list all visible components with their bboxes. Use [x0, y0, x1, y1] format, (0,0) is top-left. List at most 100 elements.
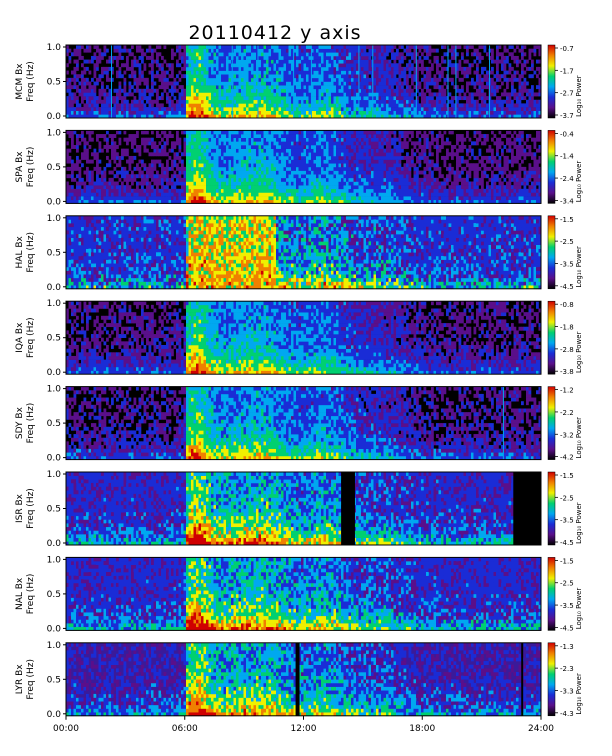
- spectrogram-cell: [86, 67, 89, 71]
- spectrogram-cell: [251, 163, 254, 167]
- spectrogram-cell: [281, 178, 284, 182]
- spectrogram-cell: [324, 196, 327, 200]
- spectrogram-cell: [159, 196, 162, 200]
- spectrogram-cell: [491, 71, 494, 75]
- spectrogram-cell: [201, 174, 204, 178]
- spectrogram-cell: [481, 96, 484, 100]
- spectrogram-cell: [259, 149, 262, 153]
- spectrogram-cell: [244, 145, 247, 149]
- spectrogram-cell: [239, 152, 242, 156]
- spectrogram-cell: [181, 192, 184, 196]
- spectrogram-cell: [226, 78, 229, 82]
- spectrogram-cell: [274, 60, 277, 64]
- spectrogram-cell: [211, 156, 214, 160]
- spectrogram-cell: [284, 78, 287, 82]
- spectrogram-cell: [286, 174, 289, 178]
- spectrogram-cell: [369, 107, 372, 111]
- spectrogram-cell: [129, 156, 132, 160]
- spectrogram-cell: [231, 138, 234, 142]
- spectrogram-cell: [286, 96, 289, 100]
- spectrogram-cell: [294, 130, 297, 134]
- spectrogram-cell: [164, 145, 167, 149]
- spectrogram-cell: [516, 78, 519, 82]
- spectrogram-cell: [389, 74, 392, 78]
- spectrogram-cell: [104, 67, 107, 71]
- spectrogram-cell: [266, 67, 269, 71]
- spectrogram-cell: [306, 192, 309, 196]
- spectrogram-cell: [311, 185, 314, 189]
- spectrogram-cell: [241, 145, 244, 149]
- spectrogram-cell: [156, 171, 159, 175]
- spectrogram-cell: [226, 67, 229, 71]
- spectrogram-cell: [76, 52, 79, 56]
- spectrogram-cell: [239, 96, 242, 100]
- spectrogram-cell: [124, 167, 127, 171]
- spectrogram-cell: [91, 78, 94, 82]
- spectrogram-cell: [79, 192, 82, 196]
- spectrogram-cell: [144, 89, 147, 93]
- spectrogram-cell: [76, 185, 79, 189]
- colorbar-tick-label: -2.7: [560, 90, 574, 98]
- spectrogram-cell: [271, 134, 274, 138]
- spectrogram-cell: [116, 60, 119, 64]
- spectrogram-cell: [319, 89, 322, 93]
- spectrogram-cell: [266, 163, 269, 167]
- spectrogram-cell: [206, 67, 209, 71]
- spectrogram-cell: [496, 100, 499, 104]
- spectrogram-cell: [224, 178, 227, 182]
- spectrogram-cell: [366, 111, 369, 115]
- spectrogram-cell: [216, 96, 219, 100]
- spectrogram-cell: [444, 96, 447, 100]
- spectrogram-cell: [531, 111, 534, 115]
- spectrogram-cell: [219, 71, 222, 75]
- spectrogram-cell: [249, 45, 252, 49]
- spectrogram-cell: [199, 163, 202, 167]
- spectrogram-cell: [216, 49, 219, 53]
- spectrogram-cell: [506, 78, 509, 82]
- spectrogram-cell: [196, 45, 199, 49]
- spectrogram-cell: [166, 174, 169, 178]
- spectrogram-cell: [234, 67, 237, 71]
- spectrogram-cell: [309, 149, 312, 153]
- spectrogram-cell: [441, 45, 444, 49]
- spectrogram-cell: [236, 174, 239, 178]
- spectrogram-cell: [239, 156, 242, 160]
- spectrogram-cell: [214, 138, 217, 142]
- spectrogram-cell: [466, 67, 469, 71]
- spectrogram-cell: [499, 78, 502, 82]
- spectrogram-cell: [319, 100, 322, 104]
- spectrogram-cell: [159, 174, 162, 178]
- spectrogram-cell: [331, 167, 334, 171]
- spectrogram-cell: [531, 49, 534, 53]
- spectrogram-cell: [241, 171, 244, 175]
- spectrogram-cell: [256, 138, 259, 142]
- spectrogram-cell: [259, 192, 262, 196]
- spectrogram-cell: [191, 189, 194, 193]
- spectrogram-cell: [81, 156, 84, 160]
- spectrogram-cell: [104, 171, 107, 175]
- spectrogram-cell: [136, 182, 139, 186]
- spectrogram-cell: [501, 111, 504, 115]
- spectrogram-cell: [249, 96, 252, 100]
- spectrogram-cell: [131, 182, 134, 186]
- spectrogram-cell: [321, 178, 324, 182]
- spectrogram-cell: [391, 103, 394, 107]
- spectrogram-cell: [256, 156, 259, 160]
- spectrogram-cell: [71, 178, 74, 182]
- spectrogram-cell: [91, 196, 94, 200]
- spectrogram-cell: [271, 67, 274, 71]
- spectrogram-cell: [316, 67, 319, 71]
- spectrogram-cell: [241, 89, 244, 93]
- spectrogram-cell: [506, 107, 509, 111]
- spectrogram-cell: [96, 78, 99, 82]
- spectrogram-cell: [174, 103, 177, 107]
- spectrogram-cell: [514, 107, 517, 111]
- spectrogram-cell: [326, 192, 329, 196]
- spectrogram-cell: [304, 185, 307, 189]
- spectrogram-cell: [354, 107, 357, 111]
- spectrogram-cell: [219, 189, 222, 193]
- spectrogram-cell: [99, 196, 102, 200]
- spectrogram-cell: [126, 174, 129, 178]
- spectrogram-cell: [319, 63, 322, 67]
- spectrogram-cell: [309, 141, 312, 145]
